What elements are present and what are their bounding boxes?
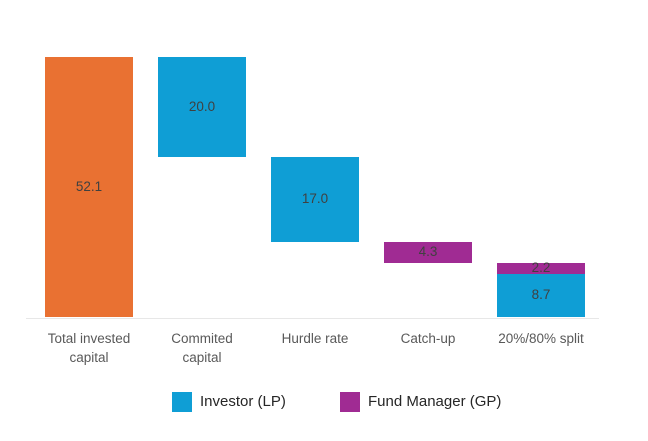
bar-segment-catch-up: 4.3 [384,241,472,263]
legend-item-investor-lp: Investor (LP) [172,392,286,412]
x-axis-line [26,317,599,319]
category-label-total-invested-capital: Total invested capital [47,331,131,365]
value-label-hurdle-rate: 17.0 [301,191,329,206]
legend-swatch-fund-manager-gp [340,392,360,412]
bar-segment-hurdle-rate: 17.0 [271,156,359,242]
category-label-20-80-split: 20%/80% split [498,331,584,346]
category-label-commited-capital: Commited capital [171,331,233,365]
legend-item-fund-manager-gp: Fund Manager (GP) [340,392,501,412]
legend: Investor (LP) Fund Manager (GP) [0,392,648,412]
bar-segment-total-invested-capital: 52.1 [45,56,133,317]
legend-swatch-investor-lp [172,392,192,412]
value-label-20-80-split-investor: 8.7 [531,287,551,303]
bar-segment-20-80-split-fund-manager: 2.2 [497,260,585,275]
value-label-commited-capital: 20.0 [188,98,216,114]
bar-segment-20-80-split-investor: 8.7 [497,273,585,317]
bar-segment-commited-capital: 20.0 [158,56,246,157]
value-label-20-80-split-fund-manager: 2.2 [531,260,551,275]
legend-label-fund-manager-gp: Fund Manager (GP) [368,393,502,410]
value-label-catch-up: 4.3 [418,244,438,260]
legend-label-investor-lp: Investor (LP) [200,393,286,410]
value-label-total-invested-capital: 52.1 [75,178,103,194]
category-label-hurdle-rate: Hurdle rate [281,331,349,346]
category-label-catch-up: Catch-up [400,331,456,346]
